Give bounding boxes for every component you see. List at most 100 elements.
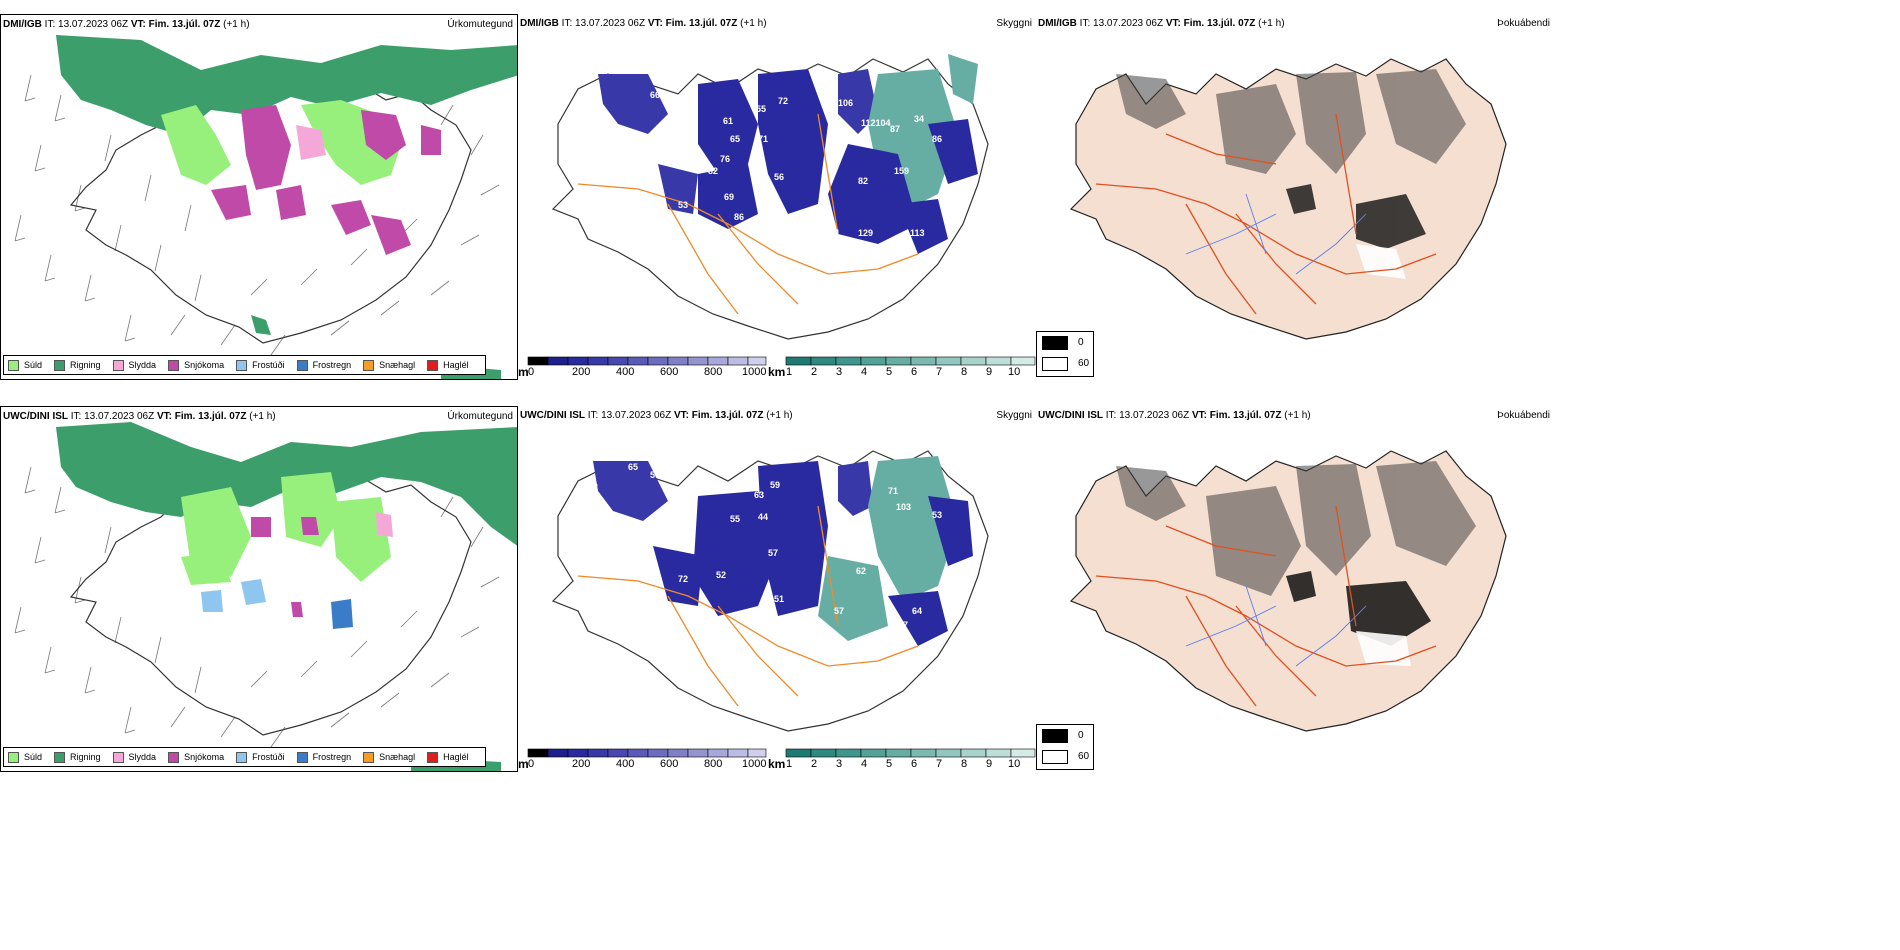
terrain-unit: m: [518, 365, 529, 379]
vis-value: 52: [716, 570, 726, 580]
fog-legend-row2: 0 60: [1036, 724, 1094, 770]
panel-title-precip: Úrkomutegund: [447, 411, 513, 422]
vis-value: 72: [778, 96, 788, 106]
legend-item-snjokoma: Snjókoma: [168, 359, 224, 371]
panel-header: DMI/IGB IT: 13.07.2023 06Z VT: Fim. 13.j…: [1038, 18, 1285, 29]
visibility-areas: [593, 456, 973, 646]
panel-title-fog: Þokuábendi: [1497, 410, 1550, 421]
precipitation-areas: [56, 422, 517, 771]
fog-dense: [1286, 184, 1426, 249]
vis-value: 87: [898, 620, 908, 630]
panel-header: UWC/DINI ISL IT: 13.07.2023 06Z VT: Fim.…: [1038, 410, 1311, 421]
visibility-areas: [598, 54, 978, 254]
vis-value: 56: [774, 172, 784, 182]
vis-value: 151: [770, 216, 785, 226]
fog-panel-row1: DMI/IGB IT: 13.07.2023 06Z VT: Fim. 13.j…: [1036, 14, 1554, 380]
legend-item-sudd: Súld: [8, 751, 42, 763]
visibility-value-labels: 66 78 72 55 61 65 71 76 82 56 69 53 86 1…: [650, 90, 942, 252]
vis-value: 34: [914, 114, 924, 124]
vis-value: 72: [588, 482, 598, 492]
vis-value: 66: [650, 90, 660, 100]
vis-value: 69: [724, 192, 734, 202]
wind-barbs: [14, 466, 500, 748]
vis-value: 53: [678, 200, 688, 210]
visibility-unit: km: [768, 757, 786, 771]
vis-value: 44: [758, 512, 768, 522]
terrain-colorbar-row2: m 0 200 400 600 800 1000: [518, 748, 768, 772]
legend-item-frostudi: Frostúði: [236, 359, 285, 371]
vis-value: 82: [708, 166, 718, 176]
panel-header: UWC/DINI ISL IT: 13.07.2023 06Z VT: Fim.…: [520, 410, 793, 421]
vis-value: 57: [834, 606, 844, 616]
legend-item-sudd: Súld: [8, 359, 42, 371]
vis-value: 61: [723, 116, 733, 126]
terrain-bar-swatches: [527, 356, 767, 366]
vis-value: 64: [912, 606, 922, 616]
fog-map-row1: [1069, 58, 1507, 340]
vis-value: 106: [838, 98, 853, 108]
vis-value: 65: [628, 462, 638, 472]
vis-value: 129: [858, 228, 873, 238]
panel-header: DMI/IGB IT: 13.07.2023 06Z VT: Fim. 13.j…: [3, 19, 250, 30]
precipitation-areas: [56, 35, 517, 379]
vis-value: 62: [856, 566, 866, 576]
vis-value: 55: [756, 104, 766, 114]
visibility-bar-swatches: [785, 748, 1036, 758]
visibility-unit: km: [768, 365, 786, 379]
blue-rivers: [1185, 585, 1367, 667]
visibility-colorbar-row2: km 1 2 3 4 5 6 7 8 9 10: [768, 748, 1036, 772]
fog-clear: [1356, 631, 1411, 666]
fog-clear: [1356, 244, 1406, 279]
panel-title-visibility: Skyggni: [996, 410, 1032, 421]
vis-value: 82: [858, 176, 868, 186]
visibility-colorbar-row1: km 1 2 3 4 5 6 7 8 9 10: [768, 356, 1036, 380]
panel-header: UWC/DINI ISL IT: 13.07.2023 06Z VT: Fim.…: [3, 411, 276, 422]
panel-title-fog: Þokuábendi: [1497, 18, 1550, 29]
legend-item-rigning: Rigning: [54, 751, 101, 763]
vis-value: 113: [910, 228, 925, 238]
vis-value: 87: [890, 124, 900, 134]
vis-value: 71: [758, 134, 768, 144]
vis-value: 65: [730, 134, 740, 144]
vis-value: 72: [678, 574, 688, 584]
terrain-colorbar-row1: m 0 200 400 600 800 1000: [518, 356, 768, 380]
fog-map-row2: [1069, 450, 1507, 732]
fog-shading: [1116, 69, 1466, 174]
panel-header: DMI/IGB IT: 13.07.2023 06Z VT: Fim. 13.j…: [520, 18, 767, 29]
vis-value: 159: [894, 166, 909, 176]
fog-legend-row1: 0 60: [1036, 331, 1094, 377]
legend-item-frostudi: Frostúði: [236, 751, 285, 763]
vis-value: 61: [858, 528, 868, 538]
red-road-network: [1095, 113, 1437, 315]
vis-value: 57: [768, 548, 778, 558]
vis-value: 59: [770, 480, 780, 490]
iceland-coastline: [551, 58, 989, 340]
iceland-coastline: [69, 474, 472, 736]
vis-value: 53: [932, 510, 942, 520]
vis-value: 78: [670, 114, 680, 124]
vis-value: 63: [754, 490, 764, 500]
precip-type-panel-row2: UWC/DINI ISL IT: 13.07.2023 06Z VT: Fim.…: [0, 406, 518, 772]
vis-value: 86: [734, 212, 744, 222]
vis-value: 91: [830, 228, 840, 238]
legend-item-frostregn: Frostregn: [296, 359, 351, 371]
legend-item-rigning: Rigning: [54, 359, 101, 371]
panel-title-visibility: Skyggni: [996, 18, 1032, 29]
legend-item-slydda: Slydda: [112, 751, 156, 763]
visibility-map-row2: 65 59 72 59 63 55 44 57 61 72 52 51 57 6…: [551, 450, 989, 732]
visibility-panel-row2: 65 59 72 59 63 55 44 57 61 72 52 51 57 6…: [518, 406, 1036, 772]
wind-barbs: [14, 74, 500, 356]
legend-item-haglel: Haglél: [427, 751, 469, 763]
iceland-coastline: [551, 450, 989, 732]
precip-legend: Súld Rigning Slydda Snjókoma Frostúði Fr…: [3, 747, 486, 767]
precip-type-map-row1: [14, 35, 517, 379]
visibility-bar-swatches: [785, 356, 1036, 366]
fog-shading: [1116, 461, 1476, 596]
orange-road-network: [577, 505, 919, 707]
terrain-bar-swatches: [527, 748, 767, 758]
precip-type-panel-row1: DMI/IGB IT: 13.07.2023 06Z VT: Fim. 13.j…: [0, 14, 518, 380]
legend-item-haglel: Haglél: [427, 359, 469, 371]
vis-value: 112104: [861, 118, 891, 128]
fog-dense: [1286, 571, 1431, 646]
vis-value: 103: [896, 502, 911, 512]
